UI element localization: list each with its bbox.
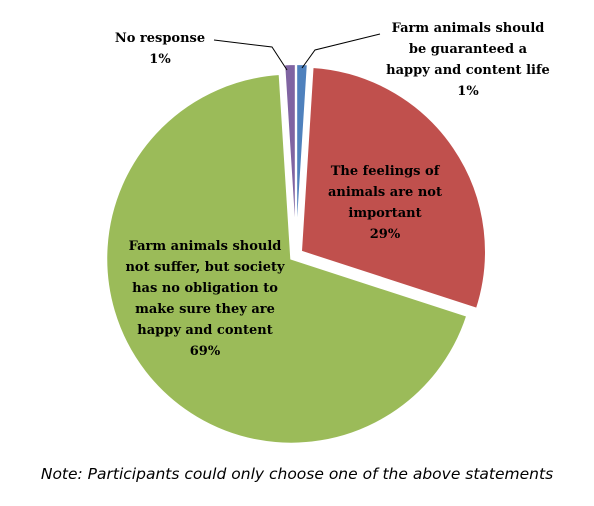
slice-label-line: Farm animals should xyxy=(129,239,282,254)
leader-line-0 xyxy=(301,33,381,69)
footnote: Note: Participants could only choose one… xyxy=(40,465,554,483)
pie-slice-2 xyxy=(105,72,469,445)
slice-value-label: 29% xyxy=(370,227,401,242)
slice-label-line: be guaranteed a xyxy=(409,42,528,57)
slice-label-line: important xyxy=(348,206,421,221)
slice-label-0: Farm animals should be guaranteed a happy … xyxy=(386,21,550,99)
slice-label-line: make sure they are xyxy=(135,302,275,317)
pie-slices xyxy=(105,63,487,445)
slice-label-line: not suffer, but society xyxy=(125,260,285,275)
slice-value-label: 69% xyxy=(190,344,221,359)
leader-lines xyxy=(213,33,381,71)
pie-slice-1 xyxy=(299,65,487,311)
slice-value-label: 1% xyxy=(457,84,479,99)
pie-slice-3 xyxy=(283,63,297,250)
slice-labels: Farm animals should be guaranteed a happy … xyxy=(115,21,550,359)
slice-label-line: The feelings of xyxy=(331,164,441,179)
slice-label-line: No response xyxy=(115,31,205,46)
slice-label-line: happy and content life xyxy=(386,63,550,78)
slice-label-2: Farm animals should not suffer, but socie… xyxy=(125,239,285,359)
slice-label-line: has no obligation to xyxy=(132,281,278,296)
slice-value-label: 1% xyxy=(149,52,171,67)
leader-line-3 xyxy=(213,39,288,71)
slice-label-line: animals are not xyxy=(328,185,442,200)
slice-label-3: No response 1% xyxy=(115,31,205,67)
slice-label-1: The feelings of animals are not important 2… xyxy=(328,164,442,242)
slice-label-line: Farm animals should xyxy=(392,21,545,36)
slice-label-line: happy and content xyxy=(137,323,272,338)
